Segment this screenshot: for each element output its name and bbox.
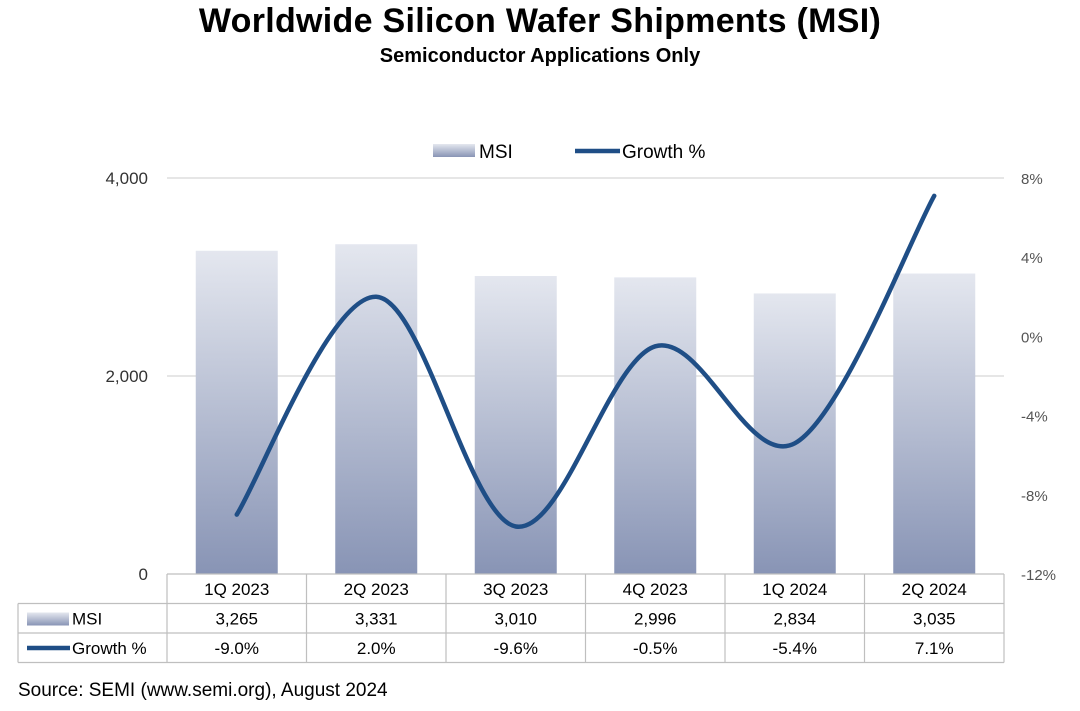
right-tick-label: 8% (1021, 171, 1043, 188)
category-label: 2Q 2023 (344, 580, 409, 599)
growth-value-label: -9.6% (494, 639, 538, 658)
growth-value-label: -5.4% (773, 639, 817, 658)
msi-value-label: 3,010 (494, 610, 537, 629)
right-tick-label: -12% (1021, 567, 1056, 584)
right-tick-label: 4% (1021, 250, 1043, 267)
bar-2q-2023 (335, 244, 418, 574)
left-tick-label: 0 (139, 565, 148, 584)
right-tick-label: -8% (1021, 488, 1048, 505)
right-tick-label: -4% (1021, 409, 1048, 426)
gridlines (167, 177, 1004, 377)
left-tick-label: 2,000 (105, 367, 148, 386)
msi-value-label: 3,331 (355, 610, 398, 629)
legend-msi-label: MSI (479, 142, 513, 163)
bar-3q-2023 (474, 276, 557, 574)
growth-row-label: Growth % (72, 639, 147, 658)
growth-value-label: 7.1% (915, 639, 954, 658)
right-tick-label: 0% (1021, 329, 1043, 346)
legend: MSI Growth % (433, 142, 706, 163)
data-table: 1Q 2023 3,265 -9.0% 2Q 2023 3,331 2.0% 3Q 2023… (17, 573, 1005, 664)
left-tick-label: 4,000 (105, 169, 148, 188)
category-label: 2Q 2024 (902, 580, 967, 599)
msi-bars (195, 244, 976, 574)
growth-line-path (234, 193, 937, 529)
bar-2q-2024 (893, 273, 976, 574)
category-label: 1Q 2023 (204, 580, 269, 599)
legend-growth-label: Growth % (622, 142, 706, 163)
category-label: 3Q 2023 (483, 580, 548, 599)
chart-subtitle: Semiconductor Applications Only (379, 45, 701, 67)
bar-4q-2023 (614, 277, 697, 574)
growth-line (234, 193, 937, 529)
category-label: 1Q 2024 (762, 580, 827, 599)
msi-value-label: 2,996 (634, 610, 677, 629)
msi-value-label: 2,834 (773, 610, 816, 629)
bar-1q-2024 (753, 293, 836, 574)
chart-title: Worldwide Silicon Wafer Shipments (MSI) (198, 2, 882, 40)
msi-value-label: 3,035 (913, 610, 956, 629)
source-note: Source: SEMI (www.semi.org), August 2024 (18, 680, 388, 701)
growth-value-label: -9.0% (215, 639, 259, 658)
legend-msi-swatch (433, 144, 475, 157)
axes: 0 2,000 4,000 -12% -8% -4% 0% 4% 8% (105, 169, 1056, 584)
bar-1q-2023 (195, 250, 278, 574)
msi-value-label: 3,265 (215, 610, 258, 629)
growth-value-label: 2.0% (357, 639, 396, 658)
msi-key-swatch (27, 612, 69, 626)
category-label: 4Q 2023 (623, 580, 688, 599)
msi-row-label: MSI (72, 610, 102, 629)
growth-value-label: -0.5% (633, 639, 677, 658)
